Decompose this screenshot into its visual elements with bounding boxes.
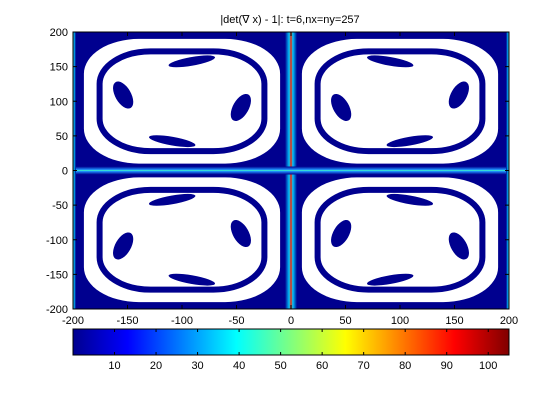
colorbar-tick-label: 60 <box>316 360 328 372</box>
y-tick-label: -50 <box>52 200 68 212</box>
vortex-cell <box>83 38 281 164</box>
streak <box>366 273 414 286</box>
streak <box>386 135 434 148</box>
colorbar-tick-label: 50 <box>274 360 286 372</box>
cell-core <box>329 58 471 144</box>
streak <box>448 232 469 260</box>
streak <box>386 193 434 206</box>
colorbar-tick-label: 20 <box>150 360 162 372</box>
streak <box>113 81 134 109</box>
x-tick-label: 150 <box>445 315 463 327</box>
vortex-cells <box>83 38 499 303</box>
x-tick-label: -50 <box>229 315 245 327</box>
streak <box>148 193 196 206</box>
streak <box>168 55 216 68</box>
vortex-cell <box>83 177 281 303</box>
swirl-band <box>314 186 486 293</box>
streak <box>366 55 414 68</box>
streak <box>168 273 216 286</box>
y-tick-label: 50 <box>56 131 68 143</box>
streak <box>331 219 352 248</box>
x-tick-label: -150 <box>116 315 138 327</box>
y-tick-label: 0 <box>62 166 68 178</box>
chart-title: |det(∇ x) - 1|: t=6,nx=ny=257 <box>220 14 359 26</box>
colorbar-tick-label: 30 <box>191 360 203 372</box>
cell-core <box>111 58 253 144</box>
horizontal-ridge <box>73 166 509 175</box>
colorbar-gradient <box>72 328 510 356</box>
vortex-cell <box>301 38 499 164</box>
y-tick-label: 100 <box>50 96 68 108</box>
x-tick-label: -200 <box>62 315 84 327</box>
streak <box>230 219 251 248</box>
streak <box>448 81 469 109</box>
colorbar-tick-label: 40 <box>233 360 245 372</box>
plot-area <box>73 32 509 309</box>
cell-core <box>111 197 253 283</box>
streak <box>331 93 352 122</box>
colorbar-ticks: 10 20 30 40 50 60 70 80 90 100 <box>108 329 497 372</box>
streak <box>148 135 196 148</box>
x-axis: -200 -150 -100 -50 0 50 100 150 200 <box>62 32 518 327</box>
vortex-cell <box>301 177 499 303</box>
colorbar-tick-label: 90 <box>441 360 453 372</box>
colorbar: 10 20 30 40 50 60 70 80 90 100 <box>72 328 510 372</box>
y-tick-label: -100 <box>46 235 68 247</box>
streak <box>113 232 134 260</box>
y-axis: -200 -150 -100 -50 0 50 100 150 200 <box>46 27 509 316</box>
x-tick-label: 200 <box>500 315 518 327</box>
colorbar-tick-label: 80 <box>399 360 411 372</box>
x-tick-label: 0 <box>288 315 294 327</box>
colorbar-tick-label: 70 <box>358 360 370 372</box>
x-tick-label: 100 <box>391 315 409 327</box>
swirl-band <box>96 186 268 293</box>
x-tick-label: -100 <box>171 315 193 327</box>
colorbar-tick-label: 10 <box>108 360 120 372</box>
swirl-band <box>314 48 486 155</box>
swirl-band <box>96 48 268 155</box>
y-tick-label: -150 <box>46 269 68 281</box>
cell-core <box>329 197 471 283</box>
colorbar-tick-label: 100 <box>479 360 497 372</box>
x-tick-label: 50 <box>339 315 351 327</box>
streak <box>230 93 251 122</box>
y-tick-label: -200 <box>46 304 68 316</box>
y-tick-label: 150 <box>50 62 68 74</box>
y-tick-label: 200 <box>50 27 68 39</box>
